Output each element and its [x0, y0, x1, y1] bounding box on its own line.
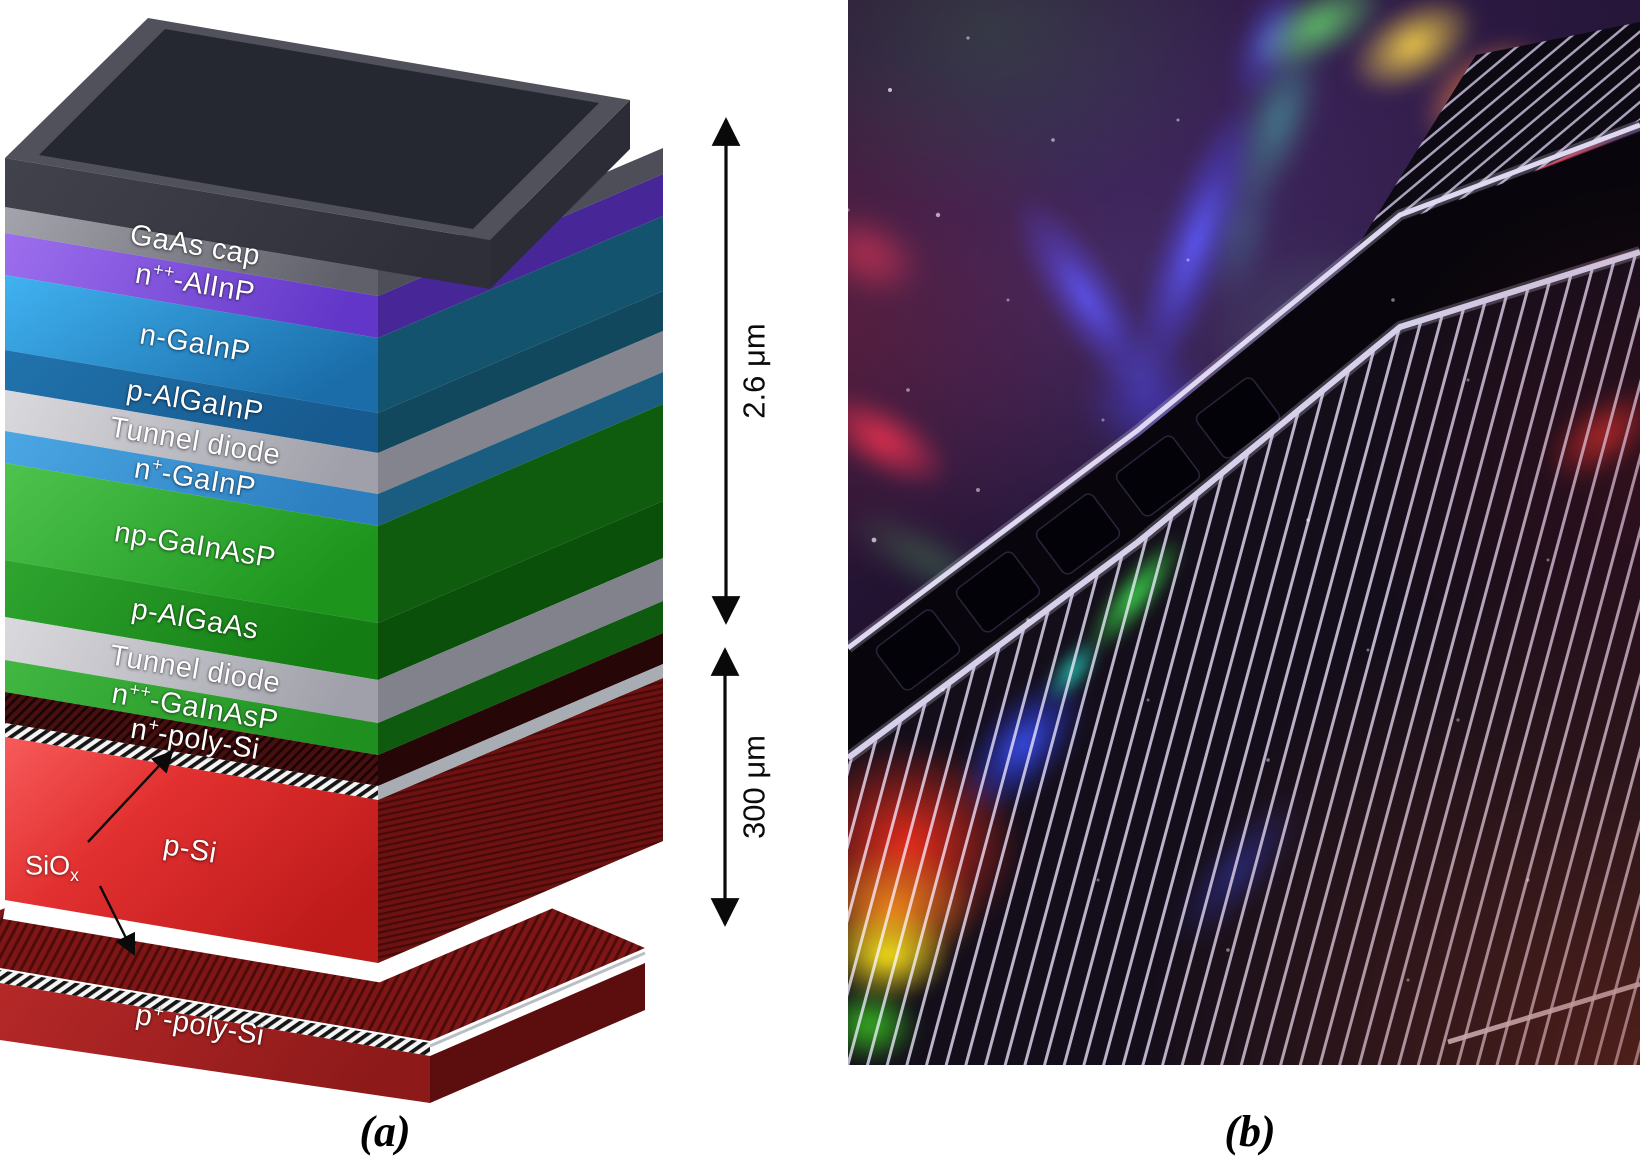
caption-b: (b)	[1224, 1107, 1276, 1156]
epitaxial-layers	[5, 148, 663, 963]
dimension-label-epi-thickness: 2.6 μm	[736, 323, 772, 419]
bottom-slab-side	[430, 963, 645, 1103]
dimension-label-wafer-thickness: 300 μm	[736, 734, 772, 840]
siox-pointer-arrows	[87, 750, 174, 956]
siox-arrow-down	[98, 885, 136, 956]
oxide-label-siox: SiOx	[25, 850, 79, 885]
wafer-gap	[3, 836, 668, 983]
top-cap-slab	[5, 18, 630, 289]
siox-line-top	[5, 723, 378, 800]
caption-a: (a)	[359, 1107, 411, 1156]
siox-line-bottom	[0, 970, 430, 1056]
siox-arrow-up	[87, 750, 174, 843]
dust-speckles	[848, 36, 1550, 982]
layer-stack-diagram	[0, 18, 741, 1103]
solar-cell-photo	[848, 0, 1640, 1065]
p-plus-poly-si-front	[0, 983, 430, 1103]
dimension-arrows	[710, 117, 741, 927]
panel-a-layer-stack: GaAs cap n++-AlInP n-GaInP p-AlGaInP Tun…	[0, 18, 772, 1103]
